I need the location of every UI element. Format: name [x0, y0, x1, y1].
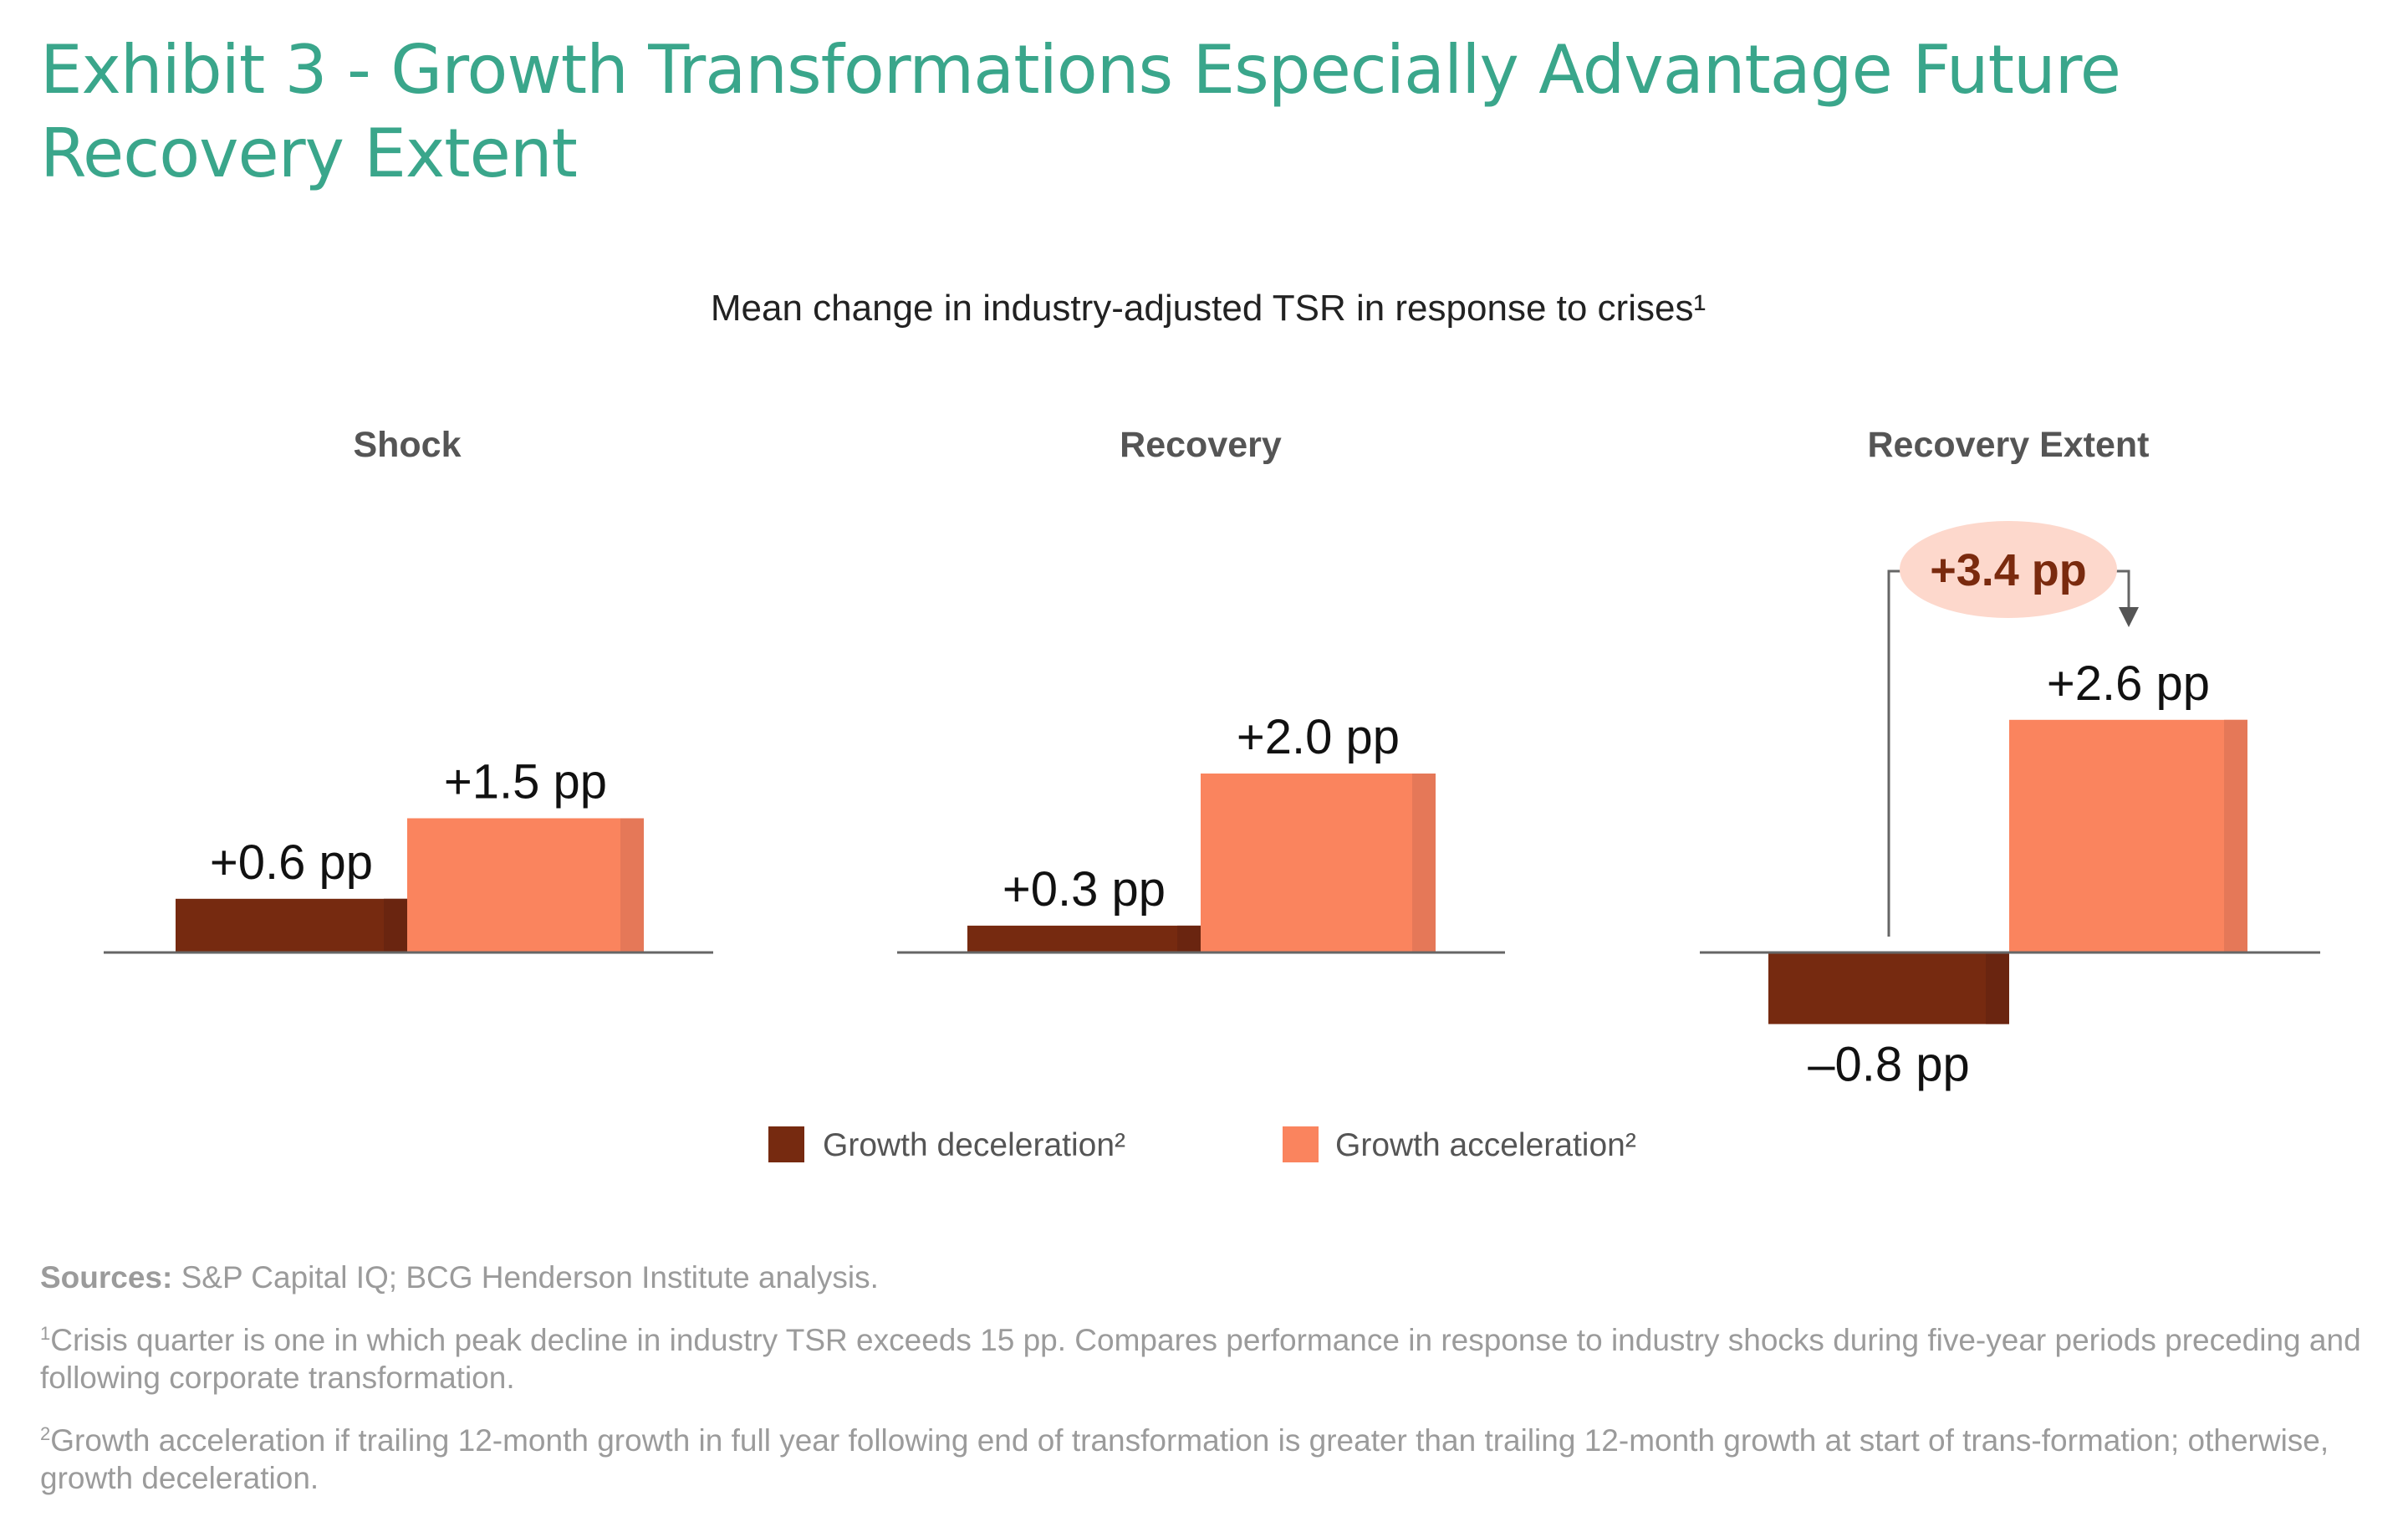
- footnote-mark: 1: [40, 1323, 51, 1344]
- footnote-text: Crisis quarter is one in which peak decl…: [40, 1323, 2361, 1395]
- bar-acceleration: [1201, 774, 1436, 952]
- panel-recovery-extent: Recovery Extent –0.8 pp +2.6 pp +3.4 pp: [1700, 425, 2320, 1092]
- bar-deceleration: [1768, 952, 2009, 1024]
- legend-label-deceleration: Growth deceleration²: [823, 1127, 1125, 1163]
- footnote-mark: 2: [40, 1423, 51, 1444]
- exhibit-title: Exhibit 3 - Growth Transformations Espec…: [40, 31, 2121, 192]
- bar-shade: [1177, 925, 1201, 952]
- bar-acceleration: [407, 818, 644, 952]
- panel-title: Recovery: [1120, 425, 1282, 465]
- data-label: –0.8 pp: [1808, 1038, 1970, 1092]
- bar-chart: Mean change in industry-adjusted TSR in …: [104, 288, 2320, 1163]
- difference-label: +3.4 pp: [1930, 545, 2087, 595]
- chart-subtitle: Mean change in industry-adjusted TSR in …: [711, 288, 1706, 329]
- legend: Growth deceleration² Growth acceleration…: [768, 1126, 1636, 1163]
- bar-shade: [1412, 774, 1436, 952]
- bar-shade: [620, 818, 644, 952]
- panel-shock: Shock +0.6 pp +1.5 pp: [104, 425, 713, 954]
- bar-shade: [1986, 952, 2009, 1024]
- legend-swatch-acceleration: [1283, 1126, 1319, 1162]
- footnote-2: 2Growth acceleration if trailing 12-mont…: [40, 1422, 2381, 1497]
- sources-label: Sources:: [40, 1260, 173, 1295]
- data-label: +2.6 pp: [2047, 656, 2210, 711]
- difference-bracket: [1887, 569, 2130, 937]
- bar-deceleration: [967, 925, 1201, 952]
- footnote-1: 1Crisis quarter is one in which peak dec…: [40, 1321, 2381, 1397]
- panel-title: Shock: [353, 425, 461, 465]
- panel-title: Recovery Extent: [1868, 425, 2150, 465]
- bar-deceleration: [176, 898, 407, 952]
- footnote-text: Growth acceleration if trailing 12-month…: [40, 1423, 2329, 1495]
- legend-swatch-deceleration: [768, 1126, 804, 1162]
- data-label: +0.6 pp: [210, 835, 373, 890]
- annotation-bubble: [1900, 521, 2117, 618]
- sources-text: S&P Capital IQ; BCG Henderson Institute …: [172, 1260, 879, 1295]
- bar-shade: [384, 898, 407, 952]
- legend-label-acceleration: Growth acceleration²: [1335, 1127, 1636, 1163]
- sources-note: Sources: S&P Capital IQ; BCG Henderson I…: [40, 1259, 2381, 1296]
- data-label: +1.5 pp: [444, 755, 607, 809]
- data-label: +0.3 pp: [1002, 862, 1166, 917]
- data-label: +2.0 pp: [1237, 710, 1400, 764]
- bar-shade: [2224, 719, 2247, 952]
- arrow-down-icon: [2119, 607, 2139, 627]
- bar-acceleration: [2009, 719, 2247, 952]
- panel-recovery: Recovery +0.3 pp +2.0 pp: [897, 425, 1505, 954]
